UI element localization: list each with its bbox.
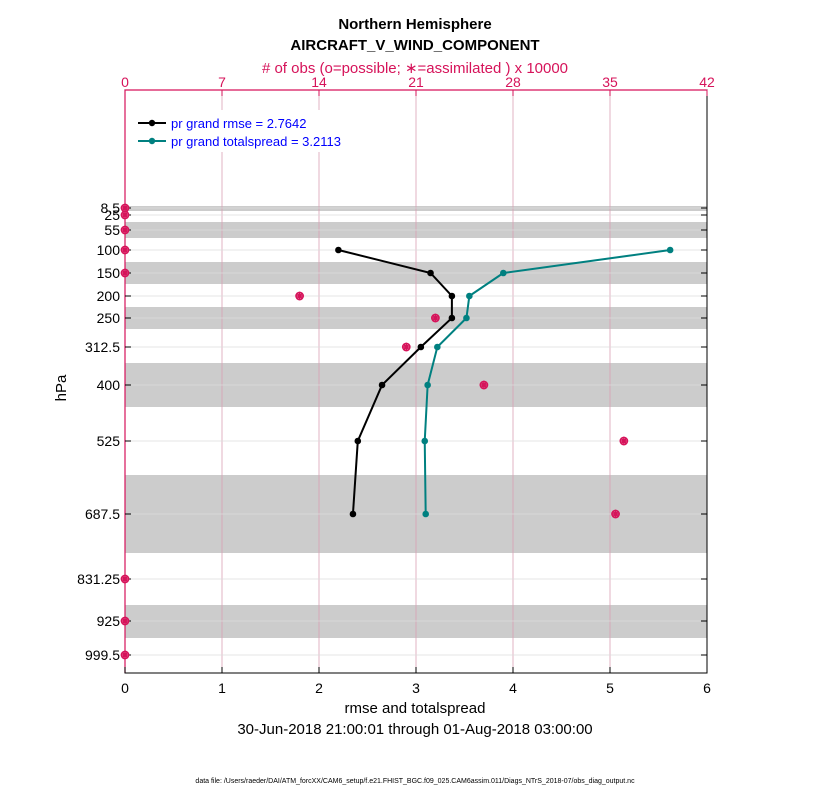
x-axis-label: rmse and totalspread bbox=[345, 700, 486, 717]
grid-lines bbox=[125, 90, 707, 673]
chart-title: Northern Hemisphere bbox=[338, 16, 491, 33]
obs-assimilated-marker bbox=[611, 509, 620, 519]
obs-assimilated-marker bbox=[120, 268, 130, 278]
obs-assimilated-marker bbox=[479, 380, 489, 390]
y-tick-label: 525 bbox=[97, 433, 121, 449]
rmse-series-line bbox=[338, 249, 453, 515]
totalspread-point bbox=[424, 381, 431, 389]
obs-assimilated-marker bbox=[120, 245, 130, 255]
y-tick-label: 250 bbox=[97, 310, 121, 326]
y-tick-label: 150 bbox=[97, 265, 121, 281]
x-tick-label: 1 bbox=[218, 680, 226, 696]
series-lines bbox=[335, 246, 674, 518]
top-tick-label: 14 bbox=[311, 74, 327, 90]
date-range-label: 30-Jun-2018 21:00:01 through 01-Aug-2018… bbox=[237, 721, 592, 738]
rmse-point bbox=[417, 343, 425, 351]
rmse-point bbox=[354, 437, 362, 445]
y-axis-label: hPa bbox=[53, 374, 70, 401]
rmse-point bbox=[349, 510, 357, 518]
top-tick-label: 0 bbox=[121, 74, 129, 90]
obs-assimilated-marker bbox=[120, 616, 130, 626]
top-tick-label: 7 bbox=[218, 74, 226, 90]
totalspread-point bbox=[500, 269, 507, 277]
x-tick-label: 4 bbox=[509, 680, 517, 696]
top-tick-label: 42 bbox=[699, 74, 715, 90]
x-tick-label: 2 bbox=[315, 680, 323, 696]
rmse-point bbox=[448, 292, 456, 300]
x-tick-label: 5 bbox=[606, 680, 614, 696]
obs-count-markers bbox=[120, 203, 629, 660]
totalspread-point bbox=[434, 343, 441, 351]
y-tick-label: 687.5 bbox=[85, 506, 120, 522]
totalspread-point bbox=[421, 437, 429, 445]
totalspread-point bbox=[666, 246, 674, 254]
obs-assimilated-marker bbox=[431, 313, 440, 323]
top-tick-label: 35 bbox=[602, 74, 618, 90]
data-file-footnote: data file: /Users/raeder/DAI/ATM_forcXX/… bbox=[195, 778, 635, 785]
x-tick-label: 3 bbox=[412, 680, 420, 696]
y-tick-label: 312.5 bbox=[85, 339, 120, 355]
chart-subtitle: AIRCRAFT_V_WIND_COMPONENT bbox=[290, 37, 539, 54]
rmse-point bbox=[448, 314, 456, 322]
y-tick-label: 831.25 bbox=[77, 571, 120, 587]
obs-assimilated-marker bbox=[120, 650, 130, 660]
top-tick-label: 28 bbox=[505, 74, 521, 90]
obs-assimilated-marker bbox=[619, 436, 629, 446]
x-tick-label: 6 bbox=[703, 680, 711, 696]
y-tick-label: 925 bbox=[97, 613, 121, 629]
y-tick-label: 8.5 bbox=[101, 200, 121, 216]
y-tick-label: 999.5 bbox=[85, 647, 120, 663]
x-tick-label: 0 bbox=[121, 680, 129, 696]
rmse-point bbox=[335, 246, 342, 254]
legend-box bbox=[131, 110, 371, 152]
top-tick-label: 21 bbox=[408, 74, 424, 90]
totalspread-point bbox=[422, 510, 430, 518]
y-tick-label: 25 bbox=[104, 207, 120, 223]
rmse-point bbox=[427, 269, 434, 277]
rmse-point bbox=[378, 381, 386, 389]
obs-assimilated-marker bbox=[402, 342, 411, 352]
y-tick-label: 55 bbox=[104, 222, 120, 238]
obs-assimilated-marker bbox=[295, 291, 304, 301]
totalspread-series-line bbox=[423, 249, 671, 515]
totalspread-point bbox=[463, 314, 470, 322]
y-tick-label: 400 bbox=[97, 377, 121, 393]
obs-assimilated-marker bbox=[120, 225, 130, 235]
legend: pr grand rmse = 2.7642 pr grand totalspr… bbox=[131, 110, 371, 152]
legend-totalspread-marker bbox=[148, 137, 156, 145]
obs-assimilated-marker bbox=[120, 574, 130, 584]
legend-rmse-label: pr grand rmse = 2.7642 bbox=[171, 116, 307, 131]
legend-totalspread-label: pr grand totalspread = 3.2113 bbox=[171, 134, 341, 149]
y-tick-label: 200 bbox=[97, 288, 121, 304]
top-axis-label: # of obs (o=possible; ∗=assimilated ) x … bbox=[262, 60, 568, 77]
legend-rmse-marker bbox=[148, 119, 156, 127]
obs-assimilated-marker bbox=[120, 210, 130, 220]
y-tick-label: 100 bbox=[97, 242, 121, 258]
obs-assimilated-marker bbox=[120, 203, 130, 213]
totalspread-point bbox=[466, 292, 473, 300]
